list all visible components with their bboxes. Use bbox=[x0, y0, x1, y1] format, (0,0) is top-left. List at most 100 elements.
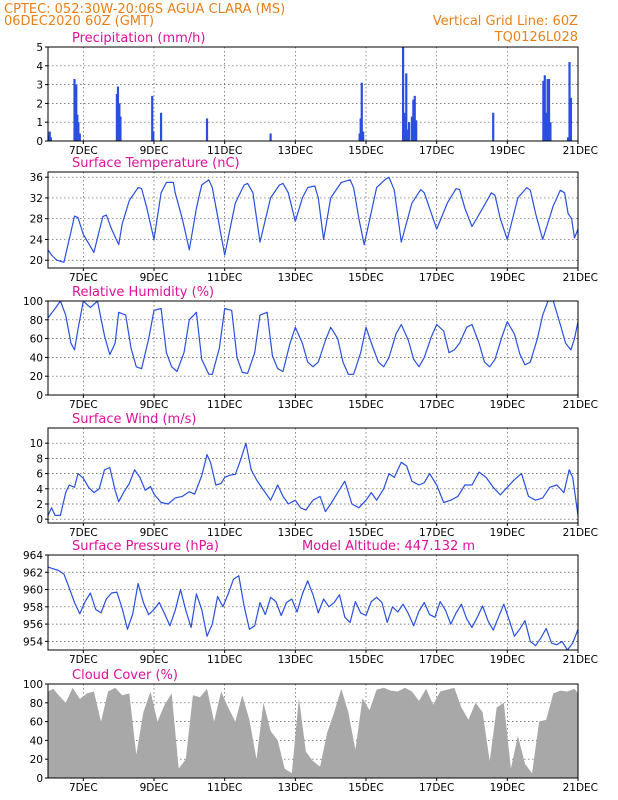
wind-series-line bbox=[48, 442, 578, 516]
x-tick-label: 9DEC bbox=[140, 527, 169, 539]
y-tick-label: 80 bbox=[30, 315, 43, 327]
x-tick-label: 17DEC bbox=[419, 654, 454, 666]
precip-bar bbox=[568, 62, 571, 141]
precip-bar bbox=[48, 131, 51, 141]
precip-bar bbox=[362, 131, 365, 141]
x-tick-label: 19DEC bbox=[490, 272, 525, 284]
y-tick-label: 0 bbox=[36, 390, 43, 402]
y-tick-label: 10 bbox=[30, 438, 43, 450]
precip-bar bbox=[412, 99, 415, 141]
x-tick-label: 15DEC bbox=[348, 782, 383, 794]
x-tick-label: 15DEC bbox=[348, 272, 383, 284]
x-tick-label: 13DEC bbox=[278, 145, 313, 157]
pressure-series-line bbox=[48, 566, 578, 650]
x-tick-label: 7DEC bbox=[69, 145, 98, 157]
x-tick-label: 17DEC bbox=[419, 145, 454, 157]
x-tick-label: 21DEC bbox=[563, 654, 598, 666]
x-tick-label: 11DEC bbox=[207, 272, 242, 284]
precip-frame bbox=[47, 46, 579, 142]
pressure-altitude-note: Model Altitude: 447.132 m bbox=[302, 539, 475, 554]
temp-marks bbox=[48, 176, 578, 263]
x-tick-label: 7DEC bbox=[69, 654, 98, 666]
precip-bar bbox=[119, 116, 122, 141]
y-tick-label: 3 bbox=[36, 80, 43, 92]
rh-title: Relative Humidity (%) bbox=[72, 285, 214, 300]
y-tick-label: 24 bbox=[30, 234, 44, 246]
x-tick-label: 7DEC bbox=[69, 272, 98, 284]
y-tick-label: 4 bbox=[36, 484, 43, 496]
pressure-marks bbox=[48, 566, 578, 650]
cloud-marks bbox=[48, 687, 578, 778]
precip-bar bbox=[547, 78, 551, 141]
x-tick-label: 11DEC bbox=[207, 145, 242, 157]
precip-bar bbox=[78, 133, 81, 141]
y-tick-label: 60 bbox=[30, 717, 43, 729]
temp-panel: 20 24 28 32 36 7DEC 9DEC 11DEC 13DEC 15DEC 17DEC 19… bbox=[30, 156, 598, 284]
y-tick-label: 2 bbox=[36, 499, 43, 511]
x-tick-label: 15DEC bbox=[348, 145, 383, 157]
x-tick-label: 7DEC bbox=[69, 782, 98, 794]
precip-bar bbox=[116, 86, 120, 141]
cloud-panel: 0 20 40 60 80 100 7DEC 9DEC 11DEC 13DEC 15DEC 17DEC… bbox=[23, 668, 598, 794]
x-tick-label: 11DEC bbox=[207, 527, 242, 539]
x-tick-label: 13DEC bbox=[278, 654, 313, 666]
y-tick-label: 8 bbox=[36, 453, 43, 465]
precip-panel: 0 1 2 3 4 5 7DEC 9DEC 11DEC 13DEC 15DEC 17DEC 19DEC 2… bbox=[36, 31, 598, 157]
run-date-header: 06DEC2020 60Z (GMT) bbox=[4, 14, 154, 29]
precip-bar bbox=[360, 82, 363, 141]
precip-bar bbox=[569, 97, 573, 141]
y-tick-label: 1 bbox=[36, 117, 43, 129]
x-tick-label: 15DEC bbox=[348, 654, 383, 666]
y-tick-label: 0 bbox=[36, 514, 43, 526]
wind-marks bbox=[48, 442, 578, 516]
x-tick-label: 15DEC bbox=[348, 399, 383, 411]
precip-bar bbox=[543, 75, 546, 141]
y-tick-label: 6 bbox=[36, 469, 43, 481]
x-tick-label: 13DEC bbox=[278, 782, 313, 794]
x-tick-label: 9DEC bbox=[140, 782, 169, 794]
x-tick-label: 7DEC bbox=[69, 399, 98, 411]
rh-panel: 0 20 40 60 80 100 7DEC 9DEC 11DEC 13DEC 15DEC 17DEC… bbox=[23, 285, 598, 411]
y-tick-label: 4 bbox=[36, 61, 43, 73]
wind-title: Surface Wind (m/s) bbox=[72, 412, 196, 427]
x-tick-label: 19DEC bbox=[490, 527, 525, 539]
temp-title: Surface Temperature (nC) bbox=[72, 156, 240, 171]
x-tick-label: 13DEC bbox=[278, 527, 313, 539]
y-tick-label: 20 bbox=[30, 371, 43, 383]
y-tick-label: 956 bbox=[23, 619, 43, 631]
precip-bar bbox=[205, 118, 209, 141]
x-tick-label: 9DEC bbox=[140, 145, 169, 157]
y-tick-label: 962 bbox=[23, 567, 43, 579]
y-tick-label: 80 bbox=[30, 698, 43, 710]
x-tick-label: 15DEC bbox=[348, 527, 383, 539]
cloud-frame bbox=[47, 683, 579, 779]
precip-bar bbox=[410, 116, 414, 141]
pressure-frame bbox=[47, 554, 579, 651]
precip-bar bbox=[73, 78, 76, 141]
precip-title: Precipitation (mm/h) bbox=[72, 31, 205, 46]
y-tick-label: 5 bbox=[36, 42, 43, 54]
y-tick-label: 964 bbox=[23, 550, 43, 562]
grid-line-note: Vertical Grid Line: 60Z bbox=[433, 14, 578, 29]
precip-bar bbox=[49, 137, 52, 141]
precip-bar bbox=[159, 112, 163, 141]
precip-bar bbox=[402, 47, 405, 141]
precip-bar bbox=[408, 122, 411, 141]
y-tick-label: 960 bbox=[23, 585, 43, 597]
y-tick-label: 100 bbox=[23, 679, 43, 691]
precip-bar bbox=[545, 112, 548, 141]
y-tick-label: 0 bbox=[36, 136, 43, 148]
precip-bar bbox=[549, 122, 552, 141]
x-tick-label: 17DEC bbox=[419, 527, 454, 539]
x-tick-label: 17DEC bbox=[419, 782, 454, 794]
station-header: CPTEC: 052:30W-20:06S AGUA CLARA (MS) bbox=[4, 2, 285, 17]
x-tick-label: 9DEC bbox=[140, 399, 169, 411]
x-tick-label: 11DEC bbox=[207, 399, 242, 411]
pressure-panel: 954 956 958 960 962 964 7DEC 9DEC 11DEC 13DEC 15DE… bbox=[23, 539, 598, 666]
pressure-title: Surface Pressure (hPa) bbox=[72, 539, 219, 554]
precip-bar bbox=[542, 80, 545, 141]
y-tick-label: 32 bbox=[30, 193, 43, 205]
rh-marks bbox=[48, 301, 578, 375]
